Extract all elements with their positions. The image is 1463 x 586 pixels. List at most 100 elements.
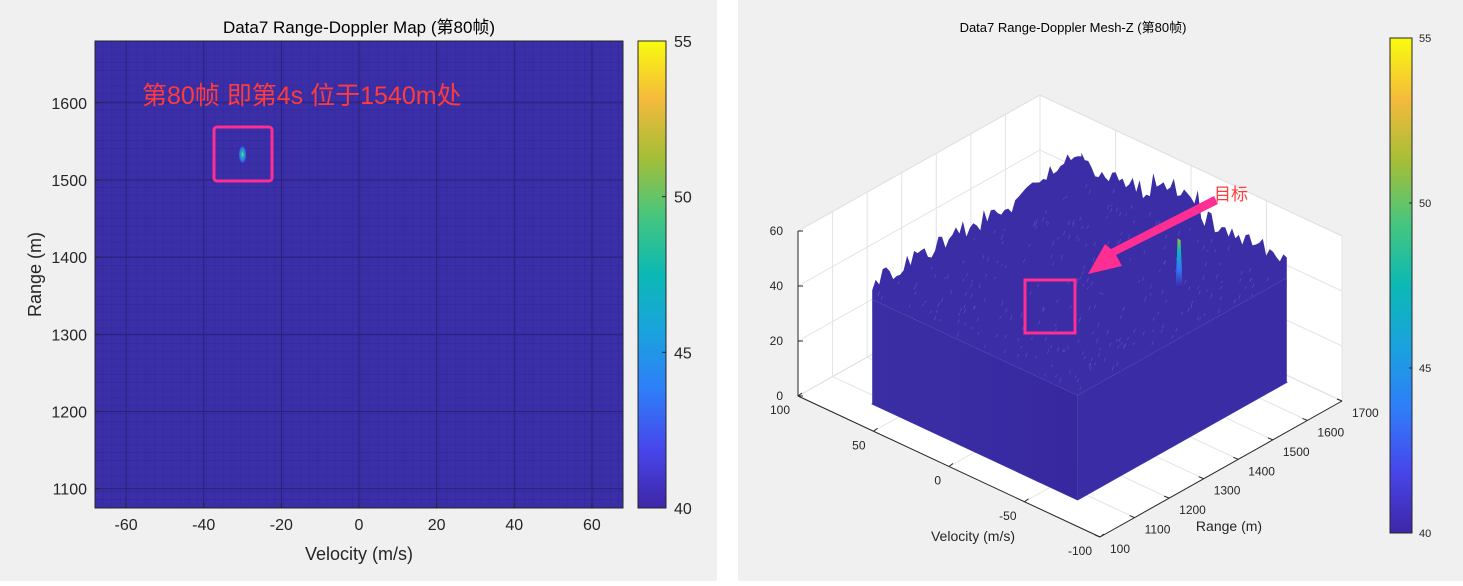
surface-speckle bbox=[1078, 217, 1082, 222]
surface-speckle bbox=[1020, 312, 1023, 318]
surface-speckle bbox=[1174, 269, 1177, 273]
surface-speckle bbox=[1119, 211, 1122, 217]
surface-speckle bbox=[1079, 276, 1082, 280]
surface-speckle bbox=[1163, 260, 1166, 264]
surface-speckle bbox=[1093, 362, 1097, 366]
surface-speckle bbox=[933, 316, 937, 321]
surface-speckle bbox=[1097, 322, 1100, 328]
surface-speckle bbox=[1047, 222, 1050, 226]
range-tick-label: 1300 bbox=[1214, 484, 1241, 498]
surface-speckle bbox=[943, 276, 946, 280]
surface-speckle bbox=[1217, 308, 1221, 314]
surface-speckle bbox=[1043, 373, 1046, 377]
surface-speckle bbox=[1266, 276, 1270, 282]
surface-speckle bbox=[1000, 263, 1004, 267]
surface-speckle bbox=[1066, 346, 1070, 350]
surface-speckle bbox=[1132, 342, 1135, 346]
surface-speckle bbox=[1110, 204, 1113, 207]
surface-speckle bbox=[1190, 304, 1193, 309]
surface-speckle bbox=[1017, 337, 1020, 342]
surface-speckle bbox=[970, 283, 973, 288]
colorbar bbox=[637, 40, 667, 509]
surface-speckle bbox=[1181, 311, 1184, 316]
surface-speckle bbox=[1099, 291, 1102, 295]
surface-speckle bbox=[1090, 357, 1093, 362]
chart-title: Data7 Range-Doppler Map (第80帧) bbox=[223, 18, 495, 37]
surface-speckle bbox=[1091, 331, 1095, 335]
surface-speckle bbox=[971, 279, 974, 283]
range-doppler-map-chart: -60 -40 -20 0 20 40 60 1100 1200 1300 1400 1500 1600… bbox=[25, 18, 692, 564]
surface-speckle bbox=[972, 237, 976, 241]
surface-speckle bbox=[1109, 342, 1112, 348]
surface-speckle bbox=[1038, 320, 1041, 325]
velocity-tick-label: 100 bbox=[770, 403, 790, 417]
surface-speckle bbox=[977, 332, 980, 336]
surface-speckle bbox=[1076, 278, 1079, 284]
surface-speckle bbox=[922, 303, 925, 307]
surface-speckle bbox=[958, 312, 961, 316]
surface-speckle bbox=[1244, 286, 1247, 290]
surface-speckle bbox=[1251, 293, 1254, 297]
surface-speckle bbox=[1098, 347, 1101, 351]
surface-speckle bbox=[970, 293, 973, 298]
y-tick-label: 1300 bbox=[51, 327, 87, 344]
surface-speckle bbox=[1142, 330, 1145, 336]
surface-speckle bbox=[1097, 352, 1101, 357]
range-tick bbox=[1267, 437, 1274, 441]
surface-speckle bbox=[1158, 268, 1161, 272]
surface-speckle bbox=[1050, 254, 1053, 259]
surface-speckle bbox=[1028, 244, 1031, 247]
annotation-text: 目标 bbox=[1214, 185, 1248, 204]
surface-speckle bbox=[995, 333, 999, 338]
range-doppler-mesh-chart: 100 50 0 -50 -100 100 1100 1200 1300 1400 1500 1600… bbox=[770, 20, 1432, 558]
surface-speckle bbox=[999, 315, 1002, 319]
surface-speckle bbox=[1081, 270, 1084, 275]
surface-speckle bbox=[1056, 300, 1059, 304]
surface-speckle bbox=[935, 309, 938, 313]
surface-speckle bbox=[1188, 227, 1191, 231]
surface-speckle bbox=[1117, 345, 1120, 350]
surface-speckle bbox=[1249, 277, 1253, 283]
surface-speckle bbox=[962, 260, 965, 264]
surface-speckle bbox=[1067, 281, 1070, 285]
surface-speckle bbox=[1206, 249, 1209, 253]
surface-speckle bbox=[1036, 284, 1040, 288]
surface-speckle bbox=[1088, 363, 1091, 367]
surface-speckle bbox=[915, 282, 918, 286]
surface-speckle bbox=[1133, 328, 1136, 334]
surface-speckle bbox=[1049, 345, 1053, 349]
velocity-tick-label: 0 bbox=[934, 474, 941, 488]
surface-speckle bbox=[1127, 234, 1131, 239]
surface-speckle bbox=[1198, 290, 1201, 295]
surface-speckle bbox=[1020, 345, 1023, 349]
x-tick-label: 40 bbox=[505, 517, 523, 534]
surface-speckle bbox=[963, 304, 966, 309]
surface-speckle bbox=[964, 291, 968, 297]
surface-speckle bbox=[1081, 225, 1084, 230]
annotation-arrow bbox=[1088, 196, 1218, 274]
surface-speckle bbox=[1029, 291, 1032, 296]
surface-speckle bbox=[1149, 292, 1152, 297]
surface-speckle bbox=[976, 317, 979, 322]
surface-speckle bbox=[1088, 363, 1092, 369]
surface-speckle bbox=[1062, 197, 1065, 200]
surface-speckle bbox=[1085, 183, 1088, 188]
surface-speckle bbox=[1129, 258, 1132, 261]
surface-speckle bbox=[1210, 293, 1213, 299]
surface-speckle bbox=[1144, 296, 1147, 302]
surface-speckle bbox=[1227, 245, 1231, 251]
surface-speckle bbox=[1063, 230, 1066, 236]
surface-speckle bbox=[914, 291, 917, 295]
x-tick-label: -20 bbox=[270, 517, 293, 534]
surface-speckle bbox=[1238, 294, 1241, 300]
velocity-tick-label: -100 bbox=[1068, 544, 1092, 558]
surface-speckle bbox=[1219, 285, 1223, 290]
surface-speckle bbox=[1198, 317, 1202, 321]
surface-speckle bbox=[1045, 220, 1048, 224]
y-tick-label: 1400 bbox=[51, 250, 87, 267]
surface-speckle bbox=[1190, 300, 1194, 307]
range-tick-label: 1100 bbox=[1145, 523, 1171, 537]
surface-speckle bbox=[1076, 378, 1080, 383]
surface-speckle bbox=[1149, 284, 1153, 289]
surface-speckle bbox=[1052, 262, 1055, 266]
